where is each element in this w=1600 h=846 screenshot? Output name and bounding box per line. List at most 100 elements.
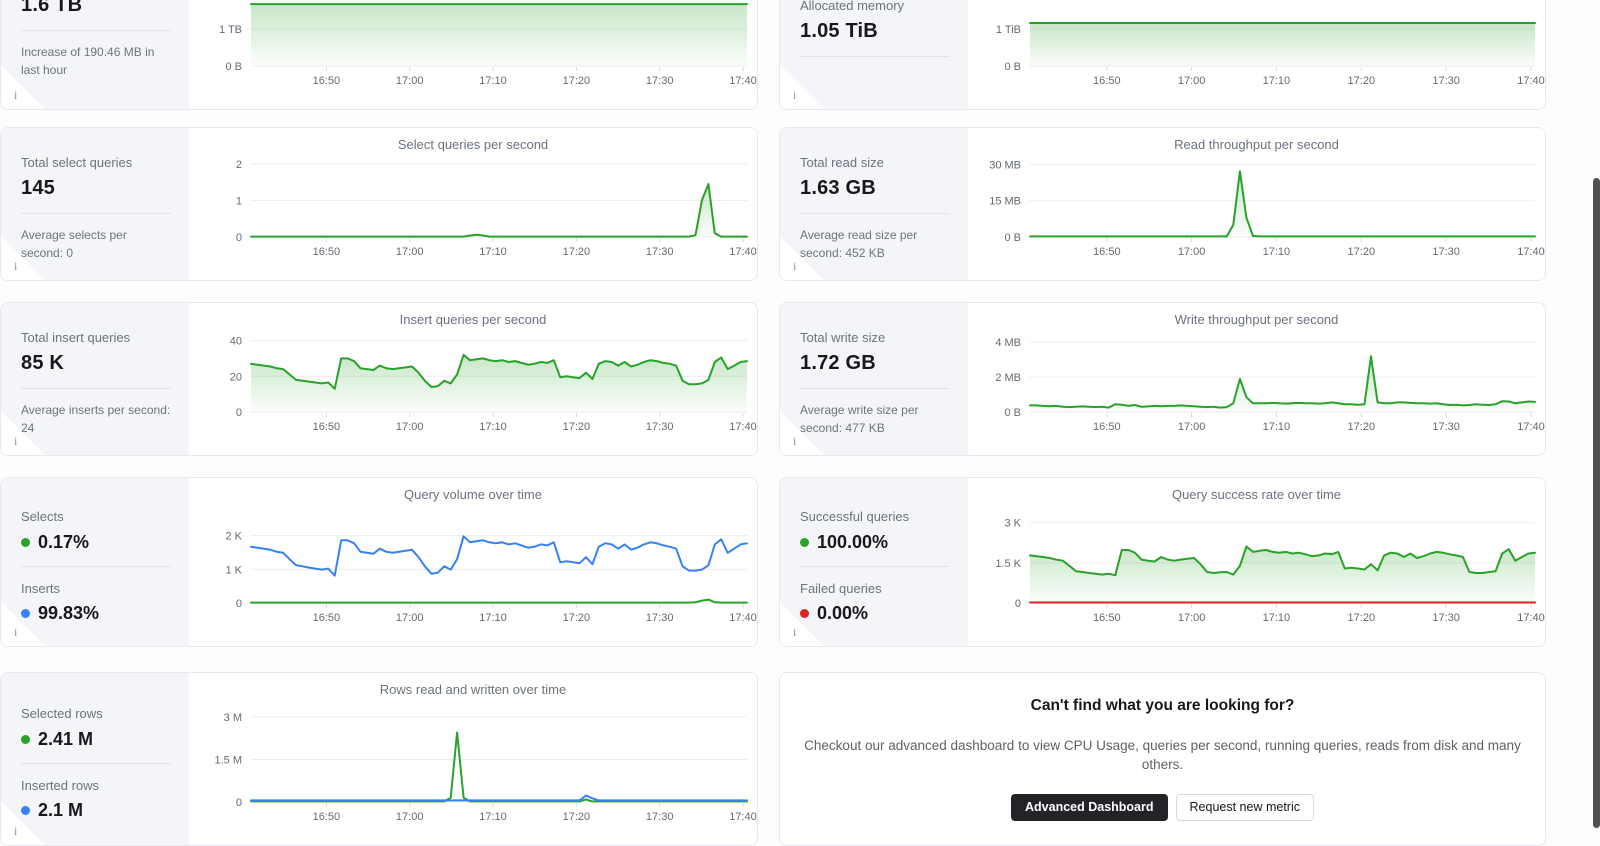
svg-text:16:50: 16:50 xyxy=(313,421,341,433)
green-dot-icon xyxy=(21,537,30,547)
info-icon[interactable]: i xyxy=(14,824,18,838)
svg-text:17:10: 17:10 xyxy=(1263,612,1291,624)
dashboard-row: 1.6 TB Increase of 190.46 MB in last hour… xyxy=(0,0,1546,110)
svg-text:16:50: 16:50 xyxy=(313,246,341,258)
svg-text:16:50: 16:50 xyxy=(313,612,341,624)
stat-subtext: Average read size per second: 452 KB xyxy=(800,228,918,260)
info-icon[interactable]: i xyxy=(793,259,797,273)
stat-value-row: 2.41 M xyxy=(21,729,171,750)
info-icon[interactable]: i xyxy=(793,434,797,448)
svg-text:3 M: 3 M xyxy=(224,712,242,724)
svg-text:17:40: 17:40 xyxy=(729,75,757,87)
metric-card: Total write size 1.72 GB Average write siz… xyxy=(779,302,1546,456)
stat-label: Total insert queries xyxy=(21,329,131,345)
stat-value: 1.72 GB xyxy=(800,352,876,375)
svg-text:17:10: 17:10 xyxy=(479,421,507,433)
metric-card: Selects 0.17% Inserts 99.83% i 2 K 1 K 0 16:50 17… xyxy=(0,477,758,647)
info-icon[interactable]: i xyxy=(14,625,18,639)
svg-text:3 K: 3 K xyxy=(1004,518,1021,530)
stat-value-row: 0.17% xyxy=(21,532,171,553)
svg-text:17:10: 17:10 xyxy=(1263,75,1291,87)
svg-text:16:50: 16:50 xyxy=(1093,75,1121,87)
svg-text:17:00: 17:00 xyxy=(396,75,424,87)
svg-text:17:20: 17:20 xyxy=(563,612,591,624)
svg-text:17:00: 17:00 xyxy=(396,811,424,823)
svg-text:17:40: 17:40 xyxy=(1517,421,1545,433)
stat-divider xyxy=(21,213,171,215)
svg-text:Read throughput per second: Read throughput per second xyxy=(1174,137,1339,152)
stat-value: 2.41 M xyxy=(38,728,94,749)
metric-card: Total insert queries 85 K Average inserts … xyxy=(0,302,758,456)
svg-text:2 K: 2 K xyxy=(225,531,242,543)
info-icon[interactable]: i xyxy=(14,88,18,102)
stat-value: 0.00% xyxy=(817,603,869,624)
svg-text:0: 0 xyxy=(236,797,242,809)
info-icon[interactable]: i xyxy=(793,88,797,102)
svg-text:17:10: 17:10 xyxy=(1263,421,1291,433)
svg-text:17:20: 17:20 xyxy=(1348,246,1376,258)
svg-text:17:30: 17:30 xyxy=(1432,75,1460,87)
write-throughput-per-second-chart: 4 MB 2 MB 0 B 16:50 17:00 17:10 17:20 17:30 17:4… xyxy=(968,303,1545,455)
info-icon[interactable]: i xyxy=(793,625,797,639)
metric-card: Successful queries 100.00% Failed queries 0… xyxy=(779,477,1546,647)
svg-text:0 B: 0 B xyxy=(1004,232,1021,244)
svg-text:17:40: 17:40 xyxy=(1517,75,1545,87)
stat-divider xyxy=(21,762,171,764)
svg-text:1: 1 xyxy=(236,195,242,207)
dashboard-row: Selects 0.17% Inserts 99.83% i 2 K 1 K 0 16:50 17… xyxy=(0,477,1600,647)
svg-text:17:40: 17:40 xyxy=(1517,612,1545,624)
rows-read-and-written-over-time-chart: 3 M 1.5 M 0 16:50 17:00 17:10 17:20 17:30 17:40 R… xyxy=(189,673,757,845)
svg-text:Query success rate over time: Query success rate over time xyxy=(1172,487,1341,502)
stat-divider xyxy=(21,30,171,32)
stat-divider xyxy=(21,565,171,567)
stat-label: Inserted rows xyxy=(21,777,100,793)
stat-panel: Selects 0.17% Inserts 99.83% i xyxy=(1,478,189,646)
advanced-dashboard-button[interactable]: Advanced Dashboard xyxy=(1011,794,1168,822)
svg-text:17:30: 17:30 xyxy=(646,246,674,258)
info-icon[interactable]: i xyxy=(14,434,18,448)
stat-subtext: Average inserts per second: 24 xyxy=(21,403,171,435)
svg-text:17:20: 17:20 xyxy=(1348,421,1376,433)
stat-value: 145 xyxy=(21,177,55,200)
svg-text:17:30: 17:30 xyxy=(1432,246,1460,258)
svg-text:17:30: 17:30 xyxy=(646,421,674,433)
dashboard-row: Selected rows 2.41 M Inserted rows 2.1 M i 3 … xyxy=(0,672,1600,846)
stat-subtext: Average selects per second: 0 xyxy=(21,228,127,260)
svg-text:0 B: 0 B xyxy=(225,61,242,73)
clipped-top-row: 1.6 TB Increase of 190.46 MB in last hour… xyxy=(0,0,1600,110)
svg-text:16:50: 16:50 xyxy=(1093,246,1121,258)
dashboard-row: Total select queries 145 Average selects p… xyxy=(0,127,1600,281)
svg-text:0: 0 xyxy=(236,598,242,610)
metric-card: Selected rows 2.41 M Inserted rows 2.1 M i 3 … xyxy=(0,672,758,846)
svg-text:17:10: 17:10 xyxy=(479,811,507,823)
svg-text:2 MB: 2 MB xyxy=(995,372,1021,384)
stat-value-row: 100.00% xyxy=(800,532,950,553)
svg-text:17:40: 17:40 xyxy=(729,612,757,624)
stat-panel: Allocated memory 1.05 TiB i xyxy=(780,0,968,109)
blue-dot-icon xyxy=(21,609,30,619)
vertical-scrollbar-thumb[interactable] xyxy=(1593,178,1600,828)
svg-text:17:40: 17:40 xyxy=(729,421,757,433)
metric-card: Total select queries 145 Average selects p… xyxy=(0,127,758,281)
stat-value-row: 0.00% xyxy=(800,603,950,624)
svg-text:Write throughput per second: Write throughput per second xyxy=(1175,312,1339,327)
stat-value: 1.05 TiB xyxy=(800,20,878,43)
svg-text:17:20: 17:20 xyxy=(563,421,591,433)
info-icon[interactable]: i xyxy=(14,259,18,273)
promo-buttons: Advanced Dashboard Request new metric xyxy=(1011,794,1314,822)
stat-label: Total select queries xyxy=(21,154,133,170)
request-new-metric-button[interactable]: Request new metric xyxy=(1175,794,1314,822)
svg-text:17:20: 17:20 xyxy=(563,246,591,258)
svg-text:17:30: 17:30 xyxy=(646,612,674,624)
metric-card: Total read size 1.63 GB Average read size … xyxy=(779,127,1546,281)
svg-text:1 K: 1 K xyxy=(225,564,242,576)
svg-text:16:50: 16:50 xyxy=(1093,612,1121,624)
stat-value: 99.83% xyxy=(38,603,100,624)
svg-text:30 MB: 30 MB xyxy=(989,159,1021,171)
svg-text:17:30: 17:30 xyxy=(646,811,674,823)
stat-value: 1.63 GB xyxy=(800,177,876,200)
stat-divider xyxy=(800,565,950,567)
stat-label: Selected rows xyxy=(21,705,103,721)
metric-card: 1.6 TB Increase of 190.46 MB in last hour… xyxy=(0,0,758,110)
svg-text:17:00: 17:00 xyxy=(1178,421,1206,433)
